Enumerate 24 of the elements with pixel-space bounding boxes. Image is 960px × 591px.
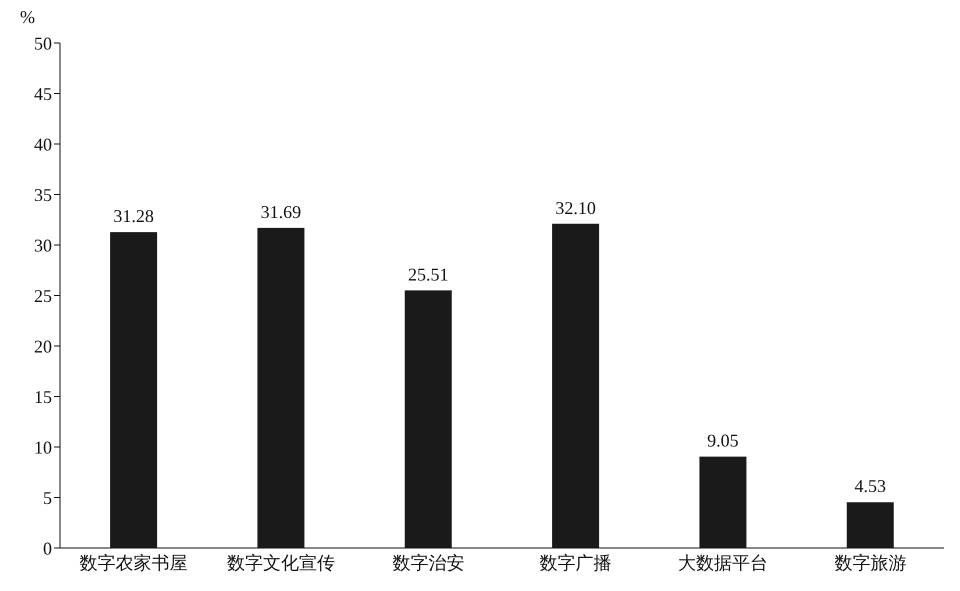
y-axis-title: % xyxy=(20,7,35,27)
y-tick-label: 20 xyxy=(34,336,52,356)
x-tick-label: 数字广播 xyxy=(540,552,612,573)
x-tick-label: 大数据平台 xyxy=(678,552,768,573)
x-tick-label: 数字农家书屋 xyxy=(80,552,188,573)
y-tick-label: 0 xyxy=(43,538,52,558)
x-tick-label: 数字文化宣传 xyxy=(227,552,335,573)
data-label: 25.51 xyxy=(408,264,449,284)
y-tick-label: 15 xyxy=(34,386,52,407)
data-label: 31.69 xyxy=(260,202,302,222)
data-label: 31.28 xyxy=(113,206,154,226)
y-tick-label: 50 xyxy=(34,33,52,54)
y-tick-label: 25 xyxy=(34,286,52,306)
y-tick-label: 10 xyxy=(34,437,52,458)
data-label: 9.05 xyxy=(707,430,739,451)
y-tick-label: 5 xyxy=(43,488,52,508)
y-tick-label: 45 xyxy=(34,84,52,104)
x-tick-label: 数字治安 xyxy=(392,552,464,573)
data-label: 32.10 xyxy=(555,198,596,218)
y-tick-label: 40 xyxy=(34,134,52,154)
x-tick-label: 数字旅游 xyxy=(834,552,906,573)
y-tick-label: 35 xyxy=(34,184,52,205)
y-tick-label: 30 xyxy=(34,235,52,256)
data-label: 4.53 xyxy=(854,476,886,496)
